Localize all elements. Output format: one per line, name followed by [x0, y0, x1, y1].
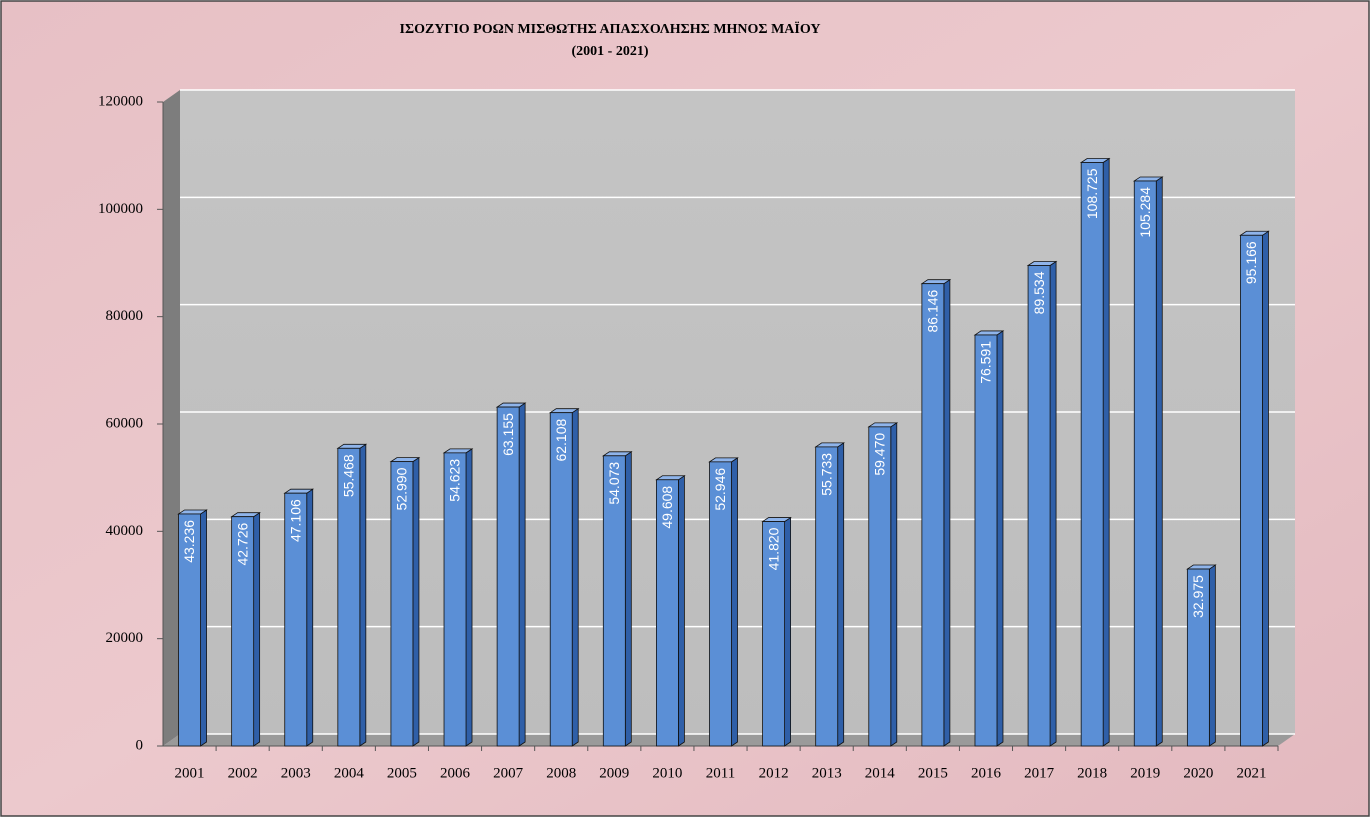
x-tick-label: 2015 — [918, 765, 948, 781]
bar — [762, 521, 785, 747]
bar-side — [837, 442, 845, 747]
value-label: 47.106 — [287, 499, 303, 542]
bar — [709, 461, 732, 747]
bar-side — [465, 448, 473, 747]
x-tick-label: 2010 — [652, 765, 682, 781]
value-label: 89.534 — [1031, 271, 1047, 314]
value-label: 62.108 — [553, 418, 569, 461]
value-label: 49.608 — [659, 486, 675, 529]
bar — [1080, 162, 1104, 747]
bar-side — [1102, 157, 1110, 747]
bar — [337, 447, 361, 747]
y-tick-label: 80000 — [106, 308, 144, 324]
bar — [496, 406, 520, 747]
bar-side — [996, 330, 1004, 747]
bar — [656, 479, 679, 747]
bar-side — [200, 509, 207, 747]
x-tick-label: 2017 — [1024, 765, 1055, 781]
value-label: 108.725 — [1084, 168, 1100, 219]
value-label: 86.146 — [925, 289, 941, 332]
y-tick-label: 100000 — [98, 201, 143, 217]
bar — [390, 461, 414, 747]
bar — [1240, 234, 1263, 747]
bar-side — [1049, 260, 1057, 747]
bar — [443, 452, 467, 747]
bar-side — [678, 475, 685, 747]
x-tick-label: 2002 — [228, 765, 258, 781]
value-label: 59.470 — [871, 433, 887, 476]
x-tick-label: 2004 — [334, 765, 365, 781]
bar — [231, 516, 255, 747]
value-label: 41.820 — [765, 527, 781, 570]
value-label: 52.946 — [712, 468, 728, 511]
bar-side — [1262, 230, 1269, 747]
bar-side — [518, 402, 526, 747]
value-label: 63.155 — [500, 413, 516, 456]
chart-subtitle: (2001 - 2021) — [572, 44, 649, 59]
x-tick-label: 2021 — [1236, 765, 1266, 781]
x-tick-label: 2019 — [1130, 765, 1160, 781]
bar-side — [1155, 176, 1163, 747]
bar — [921, 283, 945, 747]
bar — [602, 455, 626, 747]
x-tick-label: 2020 — [1183, 765, 1213, 781]
bar-side — [571, 407, 579, 747]
bar-side — [784, 516, 791, 747]
bar-side — [890, 422, 898, 747]
value-label: 43.236 — [181, 520, 197, 563]
value-label: 54.073 — [606, 462, 622, 505]
bar — [815, 446, 839, 747]
x-tick-label: 2013 — [812, 765, 842, 781]
x-tick-label: 2006 — [440, 765, 471, 781]
bar-side — [359, 443, 367, 747]
x-tick-label: 2016 — [971, 765, 1002, 781]
side-wall — [163, 90, 180, 746]
x-tick-label: 2018 — [1077, 765, 1107, 781]
bar — [868, 426, 892, 747]
value-label: 105.284 — [1137, 187, 1153, 238]
value-label: 55.733 — [818, 453, 834, 496]
value-label: 42.726 — [234, 522, 250, 565]
bar-side — [412, 456, 420, 747]
bar — [178, 513, 201, 747]
value-label: 76.591 — [978, 341, 994, 384]
x-tick-label: 2014 — [865, 765, 896, 781]
x-tick-label: 2009 — [599, 765, 629, 781]
x-tick-label: 2012 — [759, 765, 789, 781]
y-tick-label: 120000 — [98, 93, 143, 109]
bar-side — [624, 451, 632, 747]
y-tick-label: 0 — [136, 737, 144, 753]
value-label: 54.623 — [447, 459, 463, 502]
x-tick-label: 2005 — [387, 765, 417, 781]
bar — [284, 492, 308, 747]
value-label: 95.166 — [1243, 241, 1259, 284]
bar — [1186, 568, 1210, 747]
y-tick-label: 60000 — [106, 415, 144, 431]
x-tick-label: 2011 — [706, 765, 735, 781]
bar-side — [731, 457, 738, 747]
x-tick-label: 2001 — [175, 765, 205, 781]
bar-side — [253, 511, 261, 747]
y-tick-label: 20000 — [106, 630, 144, 646]
x-tick-label: 2007 — [493, 765, 524, 781]
x-tick-label: 2003 — [281, 765, 311, 781]
bar-side — [306, 488, 314, 747]
bar — [974, 334, 998, 747]
value-label: 52.990 — [394, 467, 410, 510]
y-tick-label: 40000 — [106, 523, 144, 539]
bar — [1027, 265, 1051, 747]
chart-title: ΙΣΟΖΥΓΙΟ ΡΟΩΝ ΜΙΣΘΩΤΗΣ ΑΠΑΣΧΟΛΗΣΗΣ ΜΗΝΟΣ… — [400, 21, 821, 37]
bar-side — [943, 278, 951, 747]
value-label: 55.468 — [341, 454, 357, 497]
x-tick-label: 2008 — [546, 765, 576, 781]
bar-side — [1208, 564, 1216, 747]
bar — [549, 412, 573, 747]
bar — [1133, 180, 1157, 747]
value-label: 32.975 — [1190, 575, 1206, 618]
